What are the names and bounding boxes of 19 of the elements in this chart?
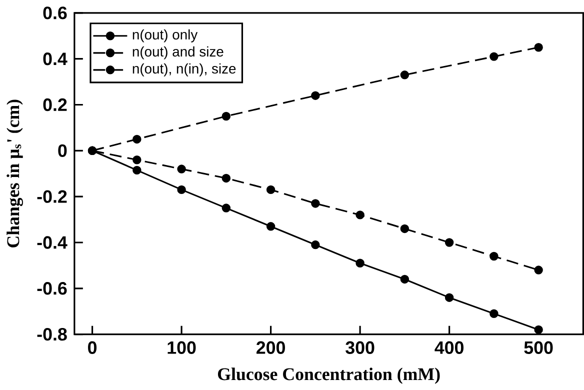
x-tick-label: 0 xyxy=(88,341,97,354)
x-tick-label: 400 xyxy=(434,341,464,354)
y-axis-title: Changes in μ$_{s}$' (cm) xyxy=(6,100,23,248)
y-tick-label: 0.2 xyxy=(43,98,67,111)
y-tick-label: 0.4 xyxy=(43,52,68,65)
x-tick-label: 500 xyxy=(524,341,553,354)
legend-label: n(out) only xyxy=(132,29,198,42)
legend-label: n(out), n(in), size xyxy=(132,63,236,76)
y-tick-label: -0.2 xyxy=(37,190,67,203)
x-tick-label: 200 xyxy=(256,341,285,354)
x-tick-label: 100 xyxy=(168,341,196,354)
x-axis-title: Glucose Concentration (mM) xyxy=(218,367,440,384)
x-tick-label: 300 xyxy=(346,341,374,354)
y-tick-label: -0.6 xyxy=(37,282,67,294)
legend-label: n(out) and size xyxy=(132,46,224,60)
y-tick-label: -0.8 xyxy=(37,328,67,340)
y-tick-label: 0 xyxy=(58,144,67,157)
y-tick-label: 0.6 xyxy=(43,6,67,20)
y-tick-label: -0.4 xyxy=(37,236,68,249)
